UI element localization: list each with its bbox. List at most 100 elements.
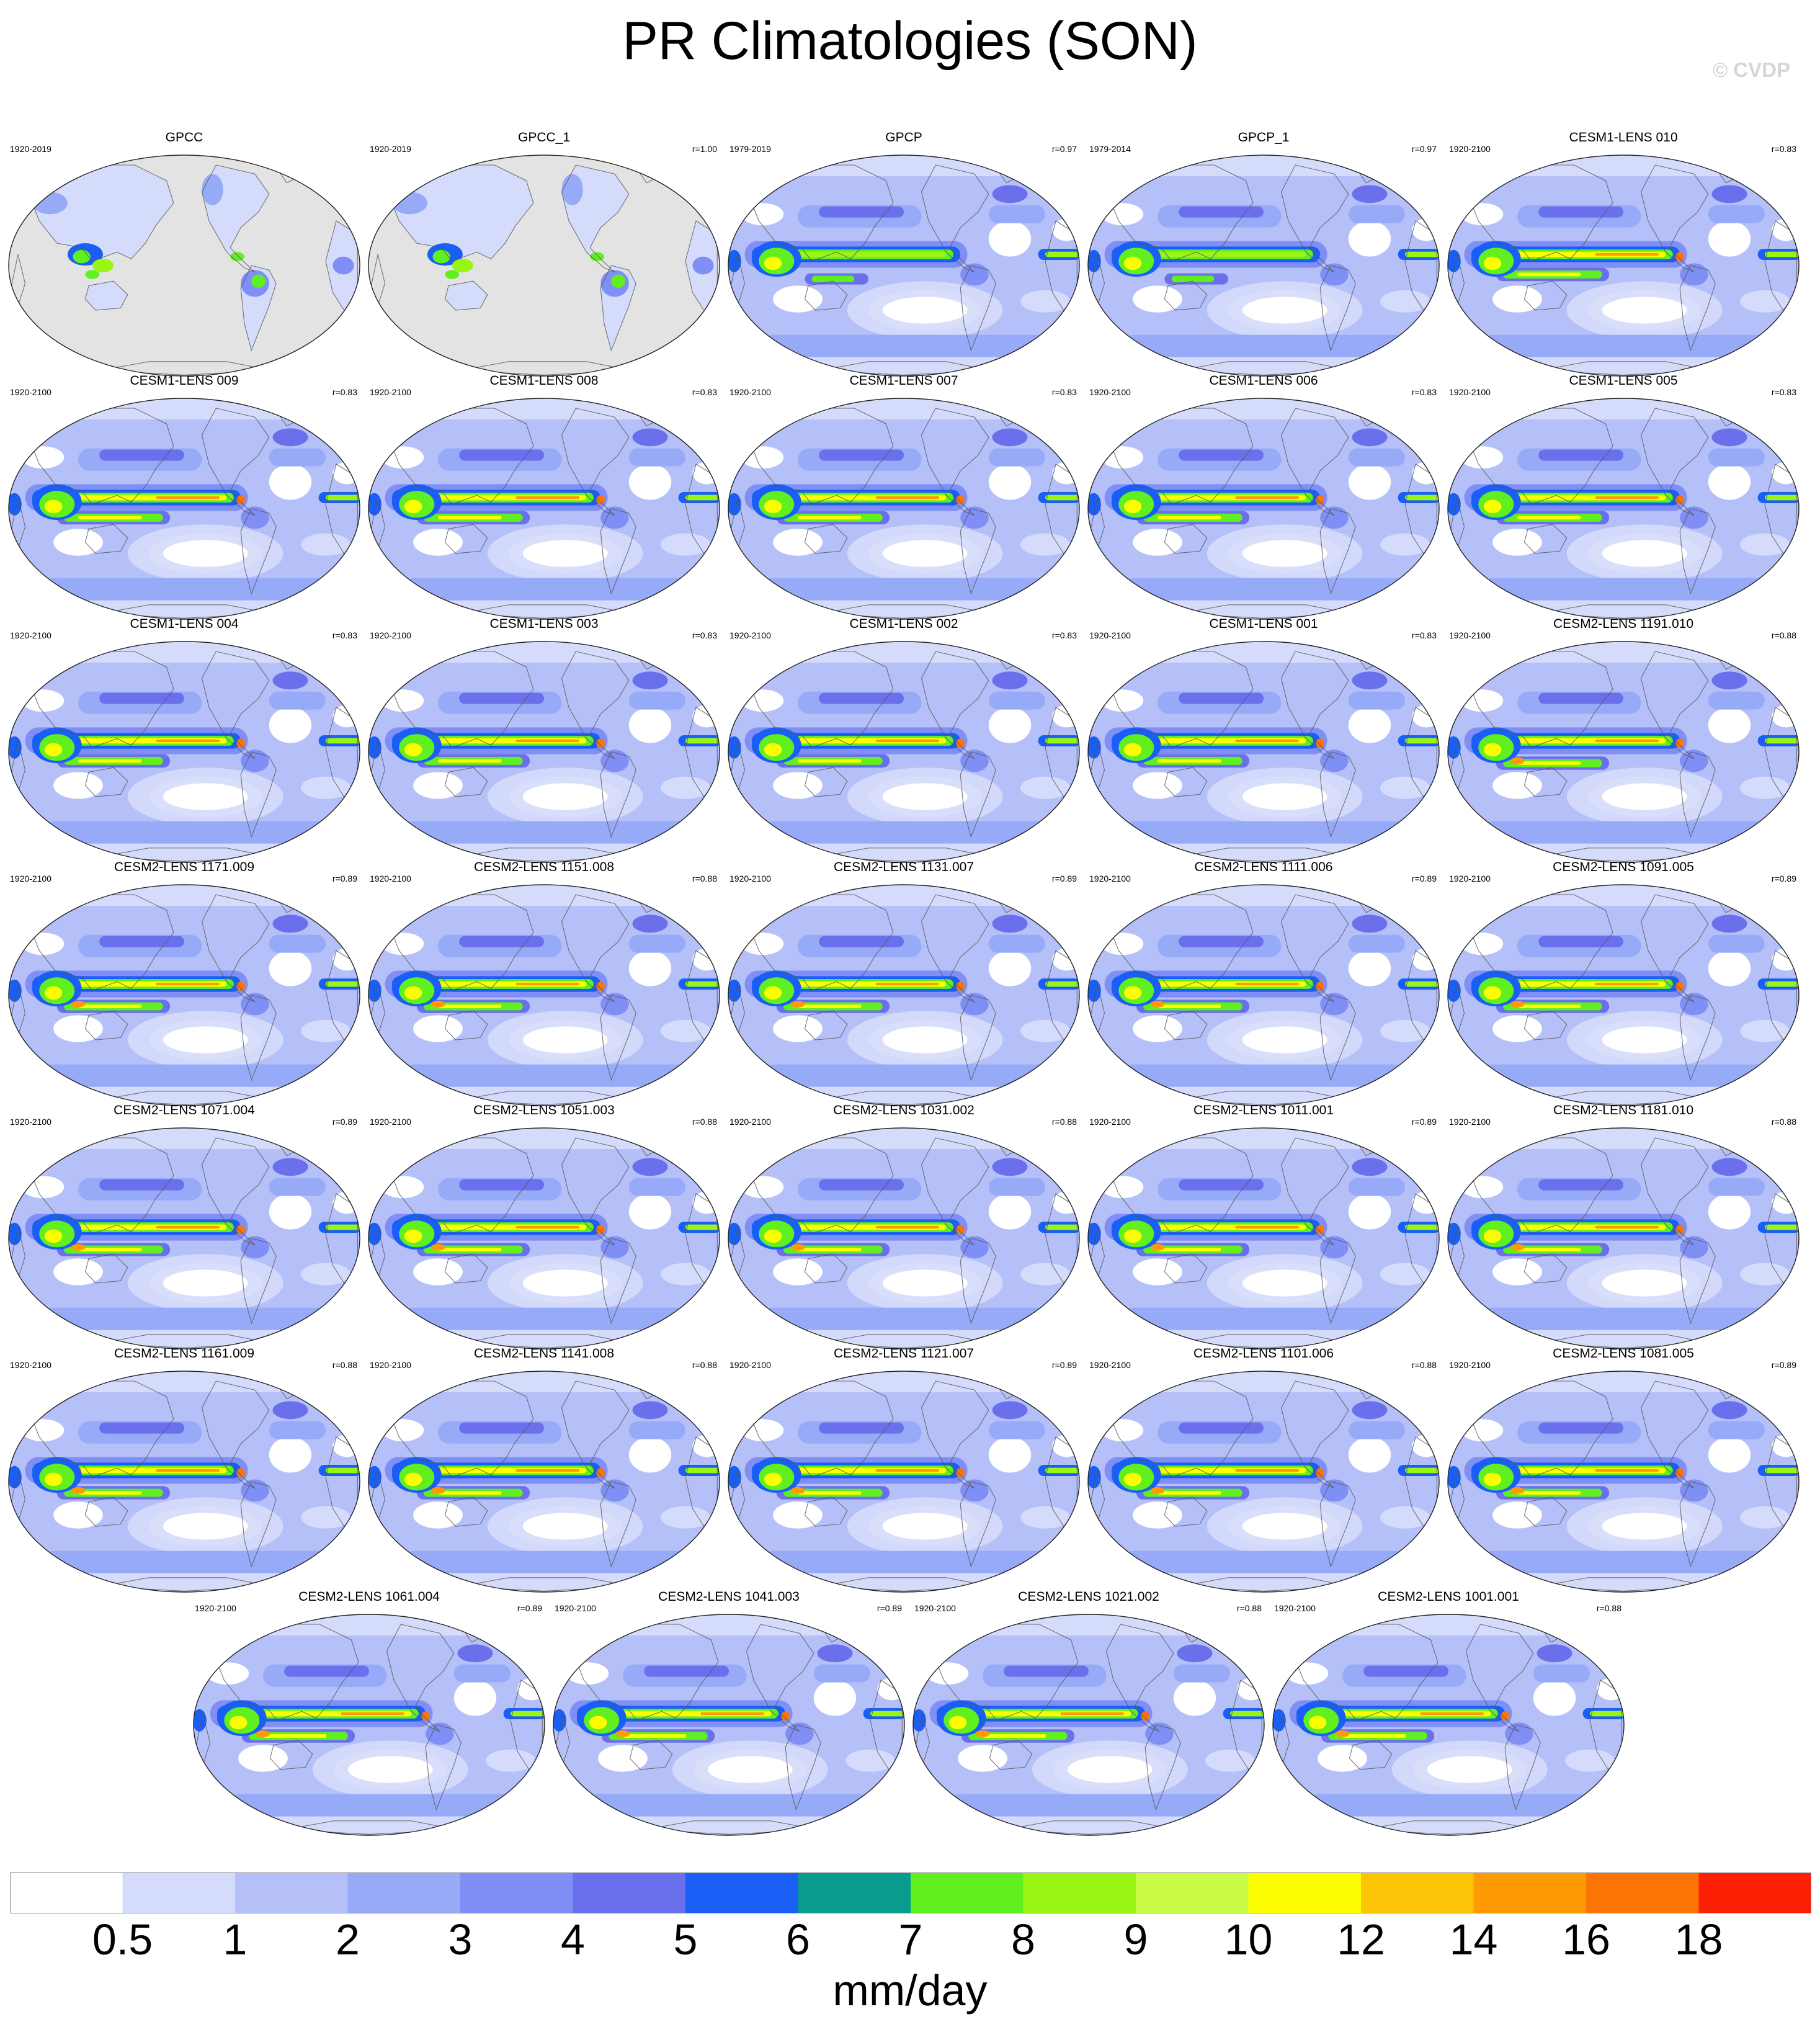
panel-title: CESM2-LENS 1111.006 — [1194, 860, 1333, 874]
map-panel-cesm2-lens-1141-008: CESM2-LENS 1141.008 1920-2100 r=0.88 — [367, 1346, 721, 1593]
map-panel-cesm1-lens-009: CESM1-LENS 009 1920-2100 r=0.83 — [7, 374, 361, 620]
panel-title: CESM1-LENS 010 — [1569, 130, 1678, 145]
colorbar-swatch — [1248, 1872, 1362, 1913]
panel-pattern-correlation: r=0.83 — [332, 630, 357, 640]
colorbar-tick-label: 14 — [1449, 1915, 1498, 1964]
panel-period: 1920-2100 — [1449, 874, 1491, 884]
map-panel-cesm2-lens-1181-010: CESM2-LENS 1181.010 1920-2100 r=0.88 — [1447, 1103, 1800, 1349]
colorbar-tick-label: 2 — [336, 1915, 360, 1964]
panel-period: 1920-2100 — [370, 1360, 411, 1370]
map-panel-cesm1-lens-006: CESM1-LENS 006 1920-2100 r=0.83 — [1087, 374, 1440, 620]
panel-pattern-correlation: r=0.83 — [1051, 387, 1077, 397]
map-panel-cesm2-lens-1091-005: CESM2-LENS 1091.005 1920-2100 r=0.89 — [1447, 860, 1800, 1106]
panel-title: CESM2-LENS 1191.010 — [1553, 617, 1694, 631]
panel-pattern-correlation: r=0.88 — [692, 1117, 717, 1127]
panel-pattern-correlation: r=0.83 — [692, 387, 717, 397]
colorbar-tick-label: 8 — [1011, 1915, 1035, 1964]
panel-pattern-correlation: r=0.89 — [1051, 1360, 1077, 1370]
panel-title: CESM2-LENS 1121.007 — [833, 1346, 975, 1361]
colorbar-swatch — [1698, 1872, 1811, 1913]
precipitation-map — [728, 154, 1080, 377]
map-panel-cesm2-lens-1111-006: CESM2-LENS 1111.006 1920-2100 r=0.89 — [1087, 860, 1440, 1106]
panel-title: CESM1-LENS 005 — [1569, 374, 1678, 388]
map-panel-cesm2-lens-1131-007: CESM2-LENS 1131.007 1920-2100 r=0.89 — [727, 860, 1081, 1106]
panel-title: CESM1-LENS 002 — [849, 617, 958, 631]
colorbar-swatch — [460, 1872, 573, 1913]
colorbar-tick-label: 10 — [1224, 1915, 1273, 1964]
precipitation-map — [1087, 641, 1440, 863]
panel-pattern-correlation: r=0.83 — [1051, 630, 1077, 640]
panel-pattern-correlation: r=0.88 — [1771, 1117, 1796, 1127]
colorbar-tick-label: 7 — [898, 1915, 923, 1964]
panel-period: 1920-2100 — [1089, 874, 1131, 884]
panel-title: CESM2-LENS 1011.001 — [1193, 1103, 1334, 1117]
precipitation-map — [1272, 1614, 1625, 1836]
panel-title: CESM2-LENS 1031.002 — [833, 1103, 975, 1117]
panel-title: CESM2-LENS 1171.009 — [114, 860, 255, 874]
map-panel-cesm2-lens-1031-002: CESM2-LENS 1031.002 1920-2100 r=0.88 — [727, 1103, 1081, 1349]
precipitation-map — [368, 1371, 720, 1593]
panel-pattern-correlation: r=1.00 — [692, 144, 717, 154]
panel-title: CESM2-LENS 1071.004 — [114, 1103, 255, 1117]
panel-pattern-correlation: r=0.88 — [1411, 1360, 1437, 1370]
map-panel-cesm1-lens-010: CESM1-LENS 010 1920-2100 r=0.83 — [1447, 130, 1800, 377]
colorbar-swatch — [1361, 1872, 1474, 1913]
panel-title: CESM1-LENS 007 — [849, 374, 958, 388]
panel-pattern-correlation: r=0.83 — [1771, 144, 1796, 154]
precipitation-map — [1447, 641, 1800, 863]
panel-period: 1920-2019 — [370, 144, 411, 154]
map-panel-cesm2-lens-1011-001: CESM2-LENS 1011.001 1920-2100 r=0.89 — [1087, 1103, 1440, 1349]
panel-pattern-correlation: r=0.89 — [1051, 874, 1077, 884]
map-panel-cesm2-lens-1081-005: CESM2-LENS 1081.005 1920-2100 r=0.89 — [1447, 1346, 1800, 1593]
panel-pattern-correlation: r=0.88 — [332, 1360, 357, 1370]
panel-title: CESM2-LENS 1181.010 — [1553, 1103, 1694, 1117]
panel-pattern-correlation: r=0.89 — [877, 1603, 902, 1613]
panel-period: 1920-2100 — [10, 1360, 51, 1370]
panel-period: 1920-2100 — [370, 630, 411, 640]
panel-period: 1920-2019 — [10, 144, 51, 154]
panel-pattern-correlation: r=0.88 — [1596, 1603, 1621, 1613]
panel-period: 1920-2100 — [555, 1603, 596, 1613]
precipitation-map — [728, 641, 1080, 863]
colorbar-swatch — [911, 1872, 1024, 1913]
copyright-label: © CVDP — [1712, 58, 1790, 81]
colorbar-units: mm/day — [832, 1966, 988, 2015]
map-panel-cesm2-lens-1001-001: CESM2-LENS 1001.001 1920-2100 r=0.88 — [1272, 1590, 1625, 1836]
panel-period: 1920-2100 — [729, 1117, 771, 1127]
panel-pattern-correlation: r=0.88 — [1051, 1117, 1077, 1127]
panel-title: GPCC — [165, 130, 203, 145]
panel-title: CESM2-LENS 1021.002 — [1018, 1590, 1159, 1604]
panel-title: CESM1-LENS 006 — [1209, 374, 1318, 388]
map-panel-cesm1-lens-008: CESM1-LENS 008 1920-2100 r=0.83 — [367, 374, 721, 620]
precipitation-map — [728, 398, 1080, 620]
panel-period: 1920-2100 — [10, 1117, 51, 1127]
colorbar-tick-label: 4 — [561, 1915, 585, 1964]
precipitation-map — [1087, 884, 1440, 1106]
map-panel-gpcp-1: GPCP_1 1979-2014 r=0.97 — [1087, 130, 1440, 377]
precipitation-map — [1087, 398, 1440, 620]
map-panel-gpcc: GPCC 1920-2019 — [7, 130, 361, 377]
panel-pattern-correlation: r=0.89 — [332, 874, 357, 884]
precipitation-map — [728, 884, 1080, 1106]
precipitation-map — [368, 154, 720, 377]
precipitation-map — [1087, 1371, 1440, 1593]
precipitation-map — [193, 1614, 545, 1836]
panel-period: 1920-2100 — [195, 1603, 236, 1613]
map-panel-cesm1-lens-002: CESM1-LENS 002 1920-2100 r=0.83 — [727, 617, 1081, 863]
map-panel-cesm2-lens-1071-004: CESM2-LENS 1071.004 1920-2100 r=0.89 — [7, 1103, 361, 1349]
panel-title: CESM2-LENS 1061.004 — [298, 1590, 440, 1604]
map-panel-cesm2-lens-1021-002: CESM2-LENS 1021.002 1920-2100 r=0.88 — [912, 1590, 1265, 1836]
panel-title: CESM1-LENS 004 — [130, 617, 239, 631]
panel-title: GPCP — [885, 130, 922, 145]
precipitation-map — [1447, 1127, 1800, 1349]
colorbar-tick-label: 3 — [448, 1915, 473, 1964]
panel-pattern-correlation: r=0.89 — [517, 1603, 542, 1613]
colorbar-tick-label: 0.5 — [92, 1915, 153, 1964]
panel-period: 1979-2014 — [1089, 144, 1131, 154]
panel-pattern-correlation: r=0.89 — [1411, 874, 1437, 884]
panel-title: CESM1-LENS 001 — [1209, 617, 1318, 631]
panel-period: 1920-2100 — [10, 387, 51, 397]
panel-title: CESM2-LENS 1051.003 — [473, 1103, 615, 1117]
panel-title: CESM1-LENS 003 — [489, 617, 599, 631]
panel-period: 1920-2100 — [729, 387, 771, 397]
